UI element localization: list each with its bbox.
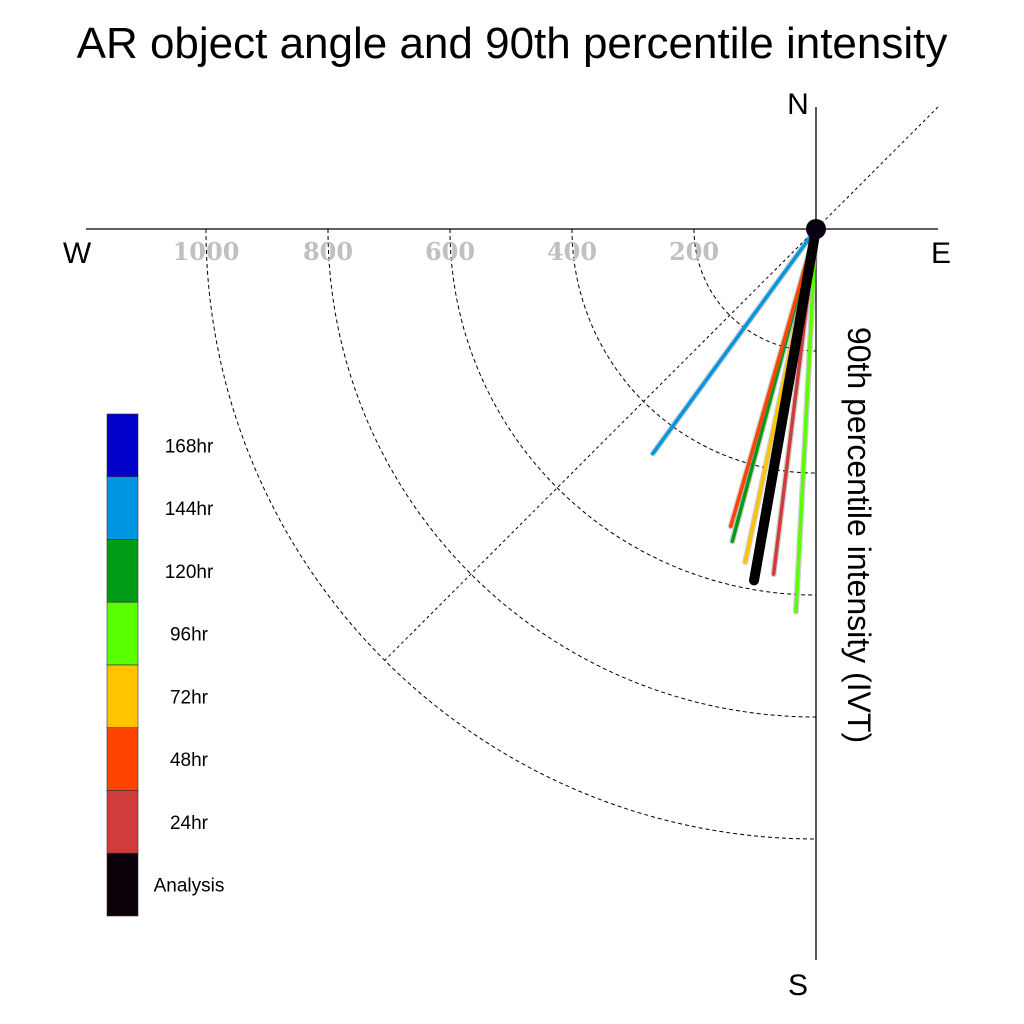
legend-swatch — [106, 664, 139, 729]
legend-label: 72hr — [170, 687, 209, 708]
legend-label: 120hr — [165, 562, 214, 583]
vector-96hr — [794, 227, 818, 614]
radial-tick-label: 800 — [303, 237, 353, 266]
radial-tick-labels: 200 400 600 800 1000 — [173, 237, 719, 266]
legend: 168hr 144hr 120hr 96hr 72hr 48hr 24hr Analysis — [106, 413, 225, 917]
range-ring — [205, 228, 817, 840]
chart-title: AR object angle and 90th percentile inte… — [77, 19, 948, 68]
compass-north-label: N — [787, 88, 809, 121]
radial-tick-label: 400 — [547, 237, 597, 266]
legend-label: 168hr — [165, 436, 214, 457]
radial-axis-label: 90th percentile intensity (IVT) — [841, 327, 877, 743]
diagonal-guide — [384, 106, 939, 661]
legend-swatch — [106, 852, 139, 917]
legend-swatch — [106, 601, 139, 666]
legend-swatch — [106, 476, 139, 540]
legend-swatch — [106, 539, 139, 603]
compass-east-label: E — [931, 237, 951, 270]
legend-swatch — [106, 790, 139, 854]
radial-tick-label: 600 — [425, 237, 475, 266]
vector-48hr — [729, 227, 818, 529]
vector-layer — [649, 224, 821, 615]
vector-144hr — [651, 227, 818, 456]
legend-swatch — [106, 727, 139, 791]
vector-analysis — [749, 224, 821, 585]
range-ring — [327, 228, 817, 718]
compass-south-label: S — [788, 969, 808, 1002]
range-ring — [449, 228, 817, 596]
origin-marker — [806, 219, 826, 239]
legend-swatch — [106, 413, 139, 478]
radial-tick-label: 1000 — [173, 237, 240, 266]
legend-label: 144hr — [165, 499, 214, 520]
radial-tick-label: 200 — [669, 237, 719, 266]
legend-label: Analysis — [154, 876, 225, 897]
legend-label: 48hr — [170, 750, 209, 771]
legend-label: 96hr — [170, 625, 209, 646]
legend-label: 24hr — [170, 813, 209, 834]
grid-layer — [205, 106, 939, 840]
compass-west-label: W — [63, 237, 92, 270]
